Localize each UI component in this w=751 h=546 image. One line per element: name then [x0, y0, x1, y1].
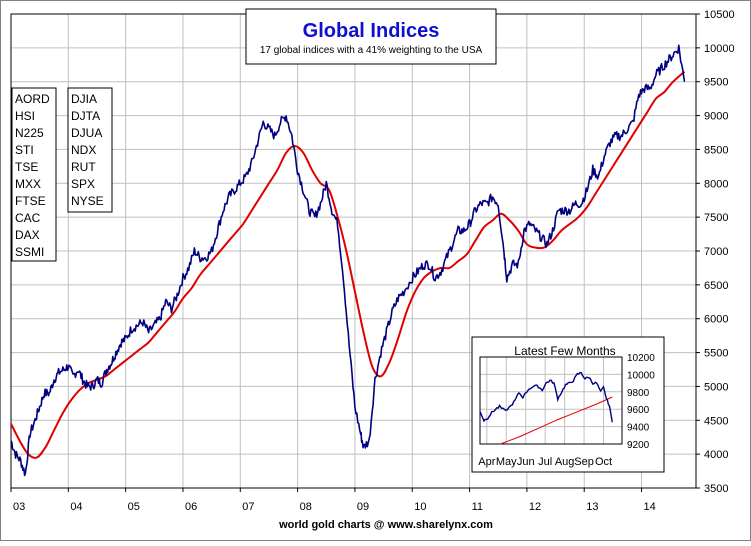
y-tick-label: 10000	[704, 43, 735, 55]
y-tick-label: 4500	[704, 415, 728, 427]
legend-column-2: DJIA DJTA DJUA NDX RUT SPX NYSE	[71, 92, 104, 208]
y-tick-label: 6500	[704, 280, 728, 292]
legend-item: HSI	[15, 109, 35, 123]
legend-item: RUT	[71, 160, 96, 174]
main-x-tick-labels: 03 04 05 06 07 08 09 10 11 12 13 14	[10, 488, 656, 513]
x-tick-label: 07	[242, 501, 254, 513]
x-tick-label: 08	[300, 501, 312, 513]
y-tick-label: 6000	[704, 314, 728, 326]
legend-column-1: AORD HSI N225 STI TSE MXX FTSE CAC DAX SSMI	[15, 92, 50, 259]
x-tick-label: 06	[185, 501, 197, 513]
legend-item: NYSE	[71, 194, 104, 208]
inset-frame	[471, 336, 665, 473]
y-tick-label: 5000	[704, 381, 728, 393]
inset-y-tick-label: 9600	[627, 405, 650, 416]
y-tick-label: 9000	[704, 111, 728, 123]
legend-item: FTSE	[15, 194, 46, 208]
x-tick-label: 04	[70, 501, 82, 513]
inset-x-tick-label: Apr	[478, 456, 495, 468]
legend-item: NDX	[71, 143, 96, 157]
inset-y-tick-label: 9200	[627, 440, 650, 451]
inset-y-tick-label: 10000	[627, 370, 655, 381]
y-tick-label: 7500	[704, 212, 728, 224]
legend-item: N225	[15, 126, 44, 140]
legend-item: DAX	[15, 228, 40, 242]
inset-x-tick-label: Oct	[595, 456, 612, 468]
legend-item: DJUA	[71, 126, 102, 140]
inset-x-tick-label: Jun	[517, 456, 535, 468]
x-tick-label: 10	[414, 501, 426, 513]
legend-item: SPX	[71, 177, 95, 191]
x-tick-label: 12	[529, 501, 541, 513]
y-tick-label: 5500	[704, 348, 728, 360]
y-tick-label: 4000	[704, 449, 728, 461]
moving-average-line	[10, 70, 686, 459]
index-line	[10, 44, 686, 477]
y-tick-label: 3500	[704, 483, 728, 495]
x-tick-label: 13	[586, 501, 598, 513]
footer-credit: world gold charts @ www.sharelynx.com	[278, 519, 493, 531]
inset-x-tick-label: Aug	[555, 456, 575, 468]
main-y-tick-labels: 3500 4000 4500 5000 5500 6000 6500 7000 7500 8000…	[696, 9, 735, 495]
inset-y-tick-label: 9400	[627, 423, 650, 434]
y-tick-label: 8500	[704, 144, 728, 156]
inset-lines	[479, 371, 613, 445]
legend-item: TSE	[15, 160, 38, 174]
y-tick-label: 10500	[704, 9, 735, 21]
inset-index-line	[479, 371, 613, 423]
inset-y-tick-labels: 9200 9400 9600 9800 10000 10200	[627, 353, 655, 451]
legend-item: SSMI	[15, 245, 44, 259]
x-tick-label: 11	[472, 501, 483, 513]
main-lines	[10, 44, 686, 477]
inset-x-tick-label: Jul	[538, 456, 552, 468]
legend-item: AORD	[15, 92, 50, 106]
legend-item: DJIA	[71, 92, 97, 106]
x-tick-label: 05	[128, 501, 140, 513]
x-tick-label: 14	[644, 501, 656, 513]
inset-x-tick-labels: Apr May Jun Jul Aug Sep Oct	[478, 456, 612, 468]
inset-y-tick-label: 10200	[627, 353, 655, 364]
y-tick-label: 9500	[704, 77, 728, 89]
inset-y-tick-label: 9800	[627, 388, 650, 399]
inset-average-line	[500, 396, 613, 445]
inset-x-tick-label: May	[496, 456, 517, 468]
y-tick-label: 8000	[704, 178, 728, 190]
legend-item: MXX	[15, 177, 41, 191]
title-box: Global Indices 17 global indices with a …	[245, 8, 497, 65]
inset-x-tick-label: Sep	[574, 456, 594, 468]
inset-chart: Latest Few Months 9200 9400 9600 9800 10000 1…	[471, 336, 665, 473]
x-tick-label: 09	[357, 501, 369, 513]
legend-item: STI	[15, 143, 34, 157]
inset-plot-area	[479, 356, 623, 445]
chart-title: Global Indices	[303, 20, 440, 42]
legend-item: DJTA	[71, 109, 100, 123]
legend-item: CAC	[15, 211, 41, 225]
x-tick-label: 03	[13, 501, 25, 513]
y-tick-label: 7000	[704, 246, 728, 258]
chart-subtitle: 17 global indices with a 41% weighting t…	[260, 45, 483, 56]
inset-title: Latest Few Months	[514, 344, 615, 358]
